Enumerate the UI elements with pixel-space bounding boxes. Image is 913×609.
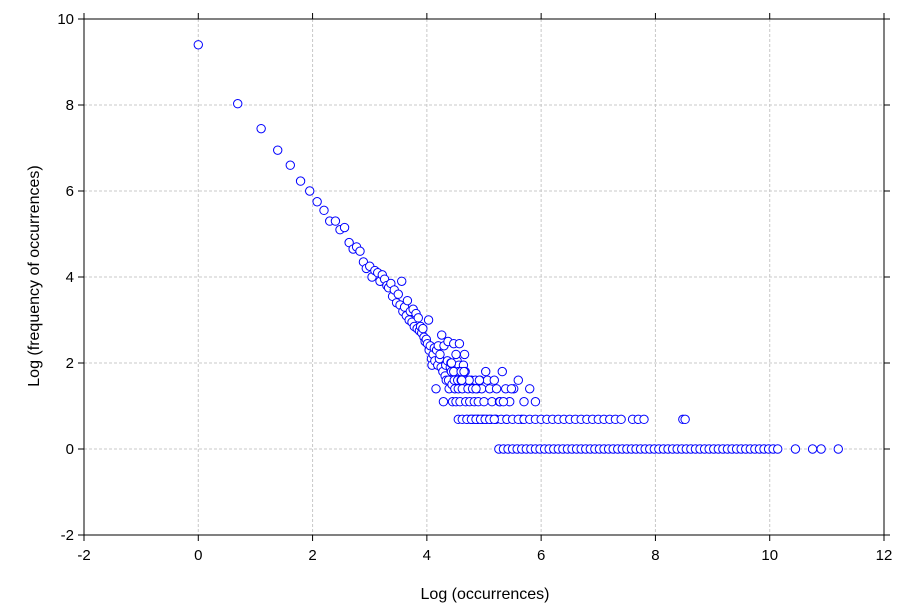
x-tick-label: 10 xyxy=(761,547,778,564)
data-point xyxy=(479,397,489,407)
data-point xyxy=(639,414,649,425)
data-point xyxy=(193,40,203,50)
data-point xyxy=(330,216,341,226)
data-point xyxy=(339,222,350,233)
data-point xyxy=(457,375,467,385)
data-point xyxy=(816,444,826,454)
x-axis-title: Log (occurrences) xyxy=(421,586,550,603)
data-point xyxy=(319,205,329,216)
data-point xyxy=(435,349,445,360)
data-point xyxy=(438,397,449,407)
y-tick-label: 10 xyxy=(57,11,74,28)
data-point xyxy=(680,414,690,425)
y-tick-label: 6 xyxy=(66,183,74,200)
data-point xyxy=(506,384,517,394)
data-point xyxy=(285,160,295,170)
data-point xyxy=(519,397,529,407)
x-tick-label: 4 xyxy=(423,547,431,564)
y-tick-label: 2 xyxy=(66,355,74,372)
data-point xyxy=(305,186,315,196)
data-point xyxy=(418,323,428,334)
data-point xyxy=(474,375,485,385)
data-point xyxy=(459,349,470,360)
data-point xyxy=(489,414,499,425)
y-tick-labels: -2 0 2 4 6 8 10 xyxy=(57,11,74,544)
data-point xyxy=(773,444,783,454)
data-point xyxy=(489,375,499,385)
data-point xyxy=(312,197,322,207)
data-point xyxy=(423,315,434,325)
data-point xyxy=(295,176,306,186)
y-tick-label: -2 xyxy=(61,527,74,544)
x-tick-label: 12 xyxy=(876,547,893,564)
data-points xyxy=(193,40,843,454)
data-point xyxy=(431,384,441,394)
data-point xyxy=(471,384,481,394)
data-point xyxy=(790,444,801,454)
data-point xyxy=(497,366,507,377)
data-point xyxy=(402,295,413,306)
y-axis-title: Log (frequency of occurrences) xyxy=(26,165,43,386)
data-point xyxy=(525,384,535,394)
data-point xyxy=(616,414,626,425)
y-tick-label: 8 xyxy=(66,97,74,114)
data-point xyxy=(454,338,465,349)
x-tick-label: 0 xyxy=(194,547,202,564)
data-point xyxy=(807,444,818,454)
data-point xyxy=(451,349,461,360)
data-point xyxy=(498,397,509,407)
data-point xyxy=(491,384,502,394)
data-point xyxy=(446,358,457,368)
data-point xyxy=(530,397,541,407)
x-tick-labels: -2 0 2 4 6 8 10 12 xyxy=(77,547,892,564)
data-point xyxy=(437,330,447,340)
data-point xyxy=(459,366,469,377)
data-point xyxy=(273,145,283,155)
y-tick-label: 4 xyxy=(66,269,74,286)
x-tick-label: -2 xyxy=(77,547,90,564)
axis-ticks xyxy=(78,13,890,541)
y-tick-label: 0 xyxy=(66,441,74,458)
data-point xyxy=(393,289,403,299)
data-point xyxy=(397,276,407,286)
x-tick-label: 8 xyxy=(651,547,659,564)
data-point xyxy=(513,375,523,385)
data-point xyxy=(355,246,365,256)
data-point xyxy=(481,366,491,377)
data-point xyxy=(233,99,243,109)
data-point xyxy=(833,444,843,454)
x-tick-label: 6 xyxy=(537,547,545,564)
x-tick-label: 2 xyxy=(308,547,316,564)
data-point xyxy=(413,313,423,323)
data-point xyxy=(256,123,266,134)
